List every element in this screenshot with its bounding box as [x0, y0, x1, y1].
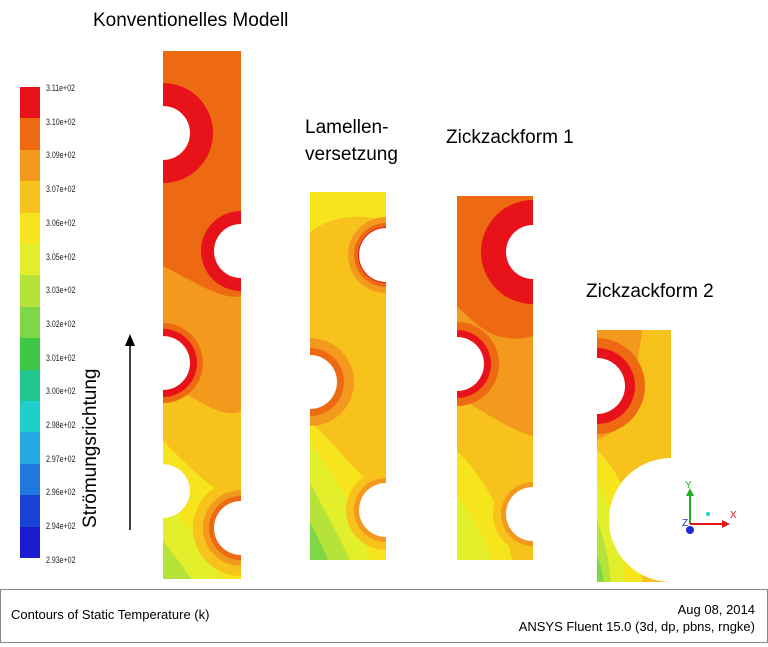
flow-direction-arrow — [125, 334, 135, 530]
colorbar-tick-label: 3.01e+02 — [46, 352, 76, 363]
temperature-colorbar — [20, 87, 40, 559]
contour-zigzag-1 — [457, 196, 533, 560]
contour-conventional-model — [163, 51, 241, 579]
colorbar-segment — [20, 212, 40, 245]
colorbar-tick-label: 2.93e+02 — [46, 554, 76, 565]
colorbar-segment — [20, 495, 40, 528]
colorbar-tick-label: 2.98e+02 — [46, 420, 76, 430]
colorbar-tick-label: 3.06e+02 — [46, 217, 76, 228]
title-zigzag-1: Zickzackform 1 — [446, 127, 574, 148]
colorbar-segment — [20, 463, 40, 496]
footer-info-bar: Contours of Static Temperature (k) Aug 0… — [0, 589, 768, 643]
colorbar-segment — [20, 432, 40, 465]
colorbar-tick-label: 2.97e+02 — [46, 453, 76, 464]
colorbar-segment — [20, 369, 40, 402]
title-fin-offset-line1: Lamellen- — [305, 117, 389, 138]
colorbar-segment — [20, 149, 40, 182]
colorbar-segment — [20, 87, 40, 119]
colorbar-segment — [20, 401, 40, 433]
colorbar-tick-label: 3.02e+02 — [46, 318, 76, 329]
contour-fin-offset — [310, 192, 386, 560]
colorbar-tick-label: 3.11e+02 — [46, 83, 75, 93]
footer-version: ANSYS Fluent 15.0 (3d, dp, pbns, rngke) — [518, 619, 755, 634]
axis-x-label: X — [730, 510, 737, 521]
axis-z-label: Z — [682, 518, 688, 529]
title-zigzag-2: Zickzackform 2 — [586, 281, 714, 302]
colorbar-tick-label: 3.10e+02 — [46, 116, 76, 127]
colorbar-tick-label: 3.00e+02 — [46, 386, 76, 397]
title-fin-offset-line2: versetzung — [305, 144, 398, 165]
colorbar-segment — [20, 526, 40, 559]
colorbar-segment — [20, 181, 40, 214]
colorbar-segment — [20, 338, 40, 371]
colorbar-tick-label: 3.09e+02 — [46, 150, 76, 161]
colorbar-tick-label: 3.07e+02 — [46, 184, 76, 195]
axis-y-label: Y — [685, 480, 692, 491]
colorbar-tick-label: 2.96e+02 — [46, 487, 76, 498]
contour-zigzag-2 — [597, 330, 671, 582]
title-conventional-model: Konventionelles Modell — [93, 10, 289, 31]
colorbar-segment — [20, 275, 40, 308]
colorbar-tick-label: 3.05e+02 — [46, 251, 76, 262]
colorbar-segment — [20, 306, 40, 339]
colorbar-tick-label: 2.94e+02 — [46, 521, 76, 532]
footer-date: Aug 08, 2014 — [677, 602, 755, 617]
colorbar-segment — [20, 118, 40, 151]
axes-triad-icon: Y X Z — [682, 480, 737, 534]
footer-title: Contours of Static Temperature (k) — [11, 607, 210, 622]
colorbar-tick-label: 3.03e+02 — [46, 285, 76, 296]
colorbar-segment — [20, 244, 40, 276]
flow-direction-label: Strömungsrichtung — [80, 368, 101, 528]
